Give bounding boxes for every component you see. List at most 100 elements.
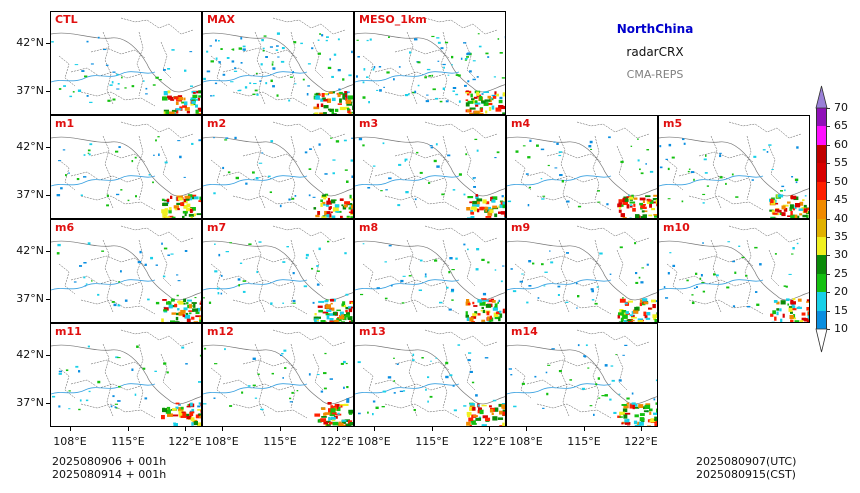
echo-cell	[300, 42, 303, 45]
echo-cluster-cell	[348, 409, 353, 414]
province-border-3	[254, 31, 266, 105]
echo-cluster-cell	[184, 195, 191, 199]
echo-cell	[210, 95, 213, 97]
echo-cell	[414, 198, 417, 201]
echo-cluster-cell	[341, 314, 345, 316]
echo-cluster-cell	[789, 315, 794, 319]
echo-cluster-cell	[200, 402, 201, 407]
echo-cell	[242, 290, 246, 293]
echo-cluster-cell	[466, 109, 470, 113]
echo-cell	[376, 89, 379, 91]
province-border-6	[688, 299, 764, 315]
echo-cluster-cell	[652, 198, 657, 201]
echo-cluster-cell	[339, 311, 344, 316]
echo-cluster-cell	[476, 198, 483, 202]
echo-cluster-cell	[792, 317, 797, 320]
echo-cell	[358, 137, 363, 141]
echo-cluster-cell	[625, 311, 629, 315]
echo-cell	[323, 387, 327, 390]
lat-tick-label: 37°N	[16, 188, 44, 201]
echo-cell	[481, 93, 484, 95]
echo-cluster-cell	[334, 199, 337, 201]
echo-cell	[118, 146, 121, 149]
province-border-7	[58, 367, 76, 399]
province-border-1	[546, 255, 602, 267]
province-border-7	[666, 263, 684, 295]
echo-cluster-cell	[348, 306, 353, 309]
echo-cell	[576, 307, 578, 309]
echo-cell	[331, 75, 334, 78]
panel-m4: m4	[506, 115, 658, 219]
echo-cell	[595, 383, 598, 386]
echo-cluster-cell	[655, 199, 657, 202]
echo-cell	[375, 406, 379, 410]
echo-cluster-cell	[485, 216, 492, 218]
echo-cluster-cell	[477, 404, 480, 407]
echo-cluster-cell	[465, 314, 469, 318]
province-border-6	[232, 299, 308, 315]
echo-cluster-cell	[336, 309, 341, 312]
panel-m5: m5	[658, 115, 810, 219]
echo-cell	[103, 49, 107, 51]
echo-cell	[308, 373, 311, 376]
echo-cluster-cell	[640, 203, 643, 209]
province-border-3	[254, 343, 266, 417]
echo-cell	[472, 78, 476, 81]
echo-cluster-cell	[789, 204, 794, 209]
echo-cell	[452, 90, 455, 92]
echo-cluster-cell	[487, 316, 490, 321]
echo-cell	[317, 52, 321, 55]
echo-cluster-cell	[181, 101, 187, 104]
echo-cell	[634, 242, 637, 245]
panel-map	[51, 225, 201, 322]
footer-valid: 2025080907(UTC) 2025080915(CST)	[696, 455, 796, 481]
echo-cell	[161, 198, 165, 202]
province-border-4	[288, 135, 296, 201]
echo-cluster-cell	[330, 302, 333, 305]
echo-cell	[536, 144, 539, 147]
echo-cluster-cell	[807, 311, 809, 315]
echo-cluster-cell	[806, 307, 809, 311]
echo-cluster-cell	[177, 308, 180, 311]
coastline	[51, 32, 201, 93]
echo-cell	[549, 250, 551, 252]
echo-cell	[329, 378, 333, 380]
echo-cluster-cell	[782, 313, 785, 318]
echo-cell	[682, 138, 685, 141]
echo-cell	[795, 181, 798, 184]
echo-cell	[75, 365, 79, 368]
echo-cluster-cell	[488, 317, 494, 322]
echo-cluster-cell	[344, 201, 351, 205]
echo-cluster-cell	[473, 110, 480, 114]
echo-cluster-cell	[182, 314, 186, 318]
echo-cell	[452, 385, 455, 387]
echo-cell	[385, 189, 388, 191]
echo-cell	[213, 137, 215, 139]
echo-cell	[504, 36, 505, 39]
echo-cluster-cell	[331, 215, 336, 218]
echo-cluster-cell	[482, 309, 486, 314]
echo-cell	[115, 407, 118, 409]
echo-cluster-cell	[499, 313, 503, 318]
lon-tick	[641, 427, 642, 431]
echo-cell	[329, 58, 331, 61]
echo-cell	[768, 144, 772, 146]
echo-cluster-cell	[183, 307, 188, 311]
echo-cell	[432, 88, 436, 91]
echo-cell	[289, 76, 293, 78]
echo-cell	[427, 376, 430, 379]
echo-cluster-cell	[178, 410, 184, 415]
echo-cluster-cell	[332, 207, 339, 212]
colorbar-tick	[827, 329, 830, 330]
echo-cluster-cell	[639, 299, 644, 303]
echo-cluster-cell	[187, 404, 191, 406]
echo-cell	[622, 297, 624, 299]
echo-cell	[115, 150, 119, 153]
figure-title-region: NorthChina	[616, 22, 694, 36]
panel-map	[51, 329, 201, 426]
province-border-5	[464, 249, 476, 287]
echo-cell	[497, 38, 500, 40]
echo-cell	[358, 412, 361, 415]
echo-cluster-cell	[479, 96, 483, 101]
echo-cluster-cell	[622, 314, 628, 319]
